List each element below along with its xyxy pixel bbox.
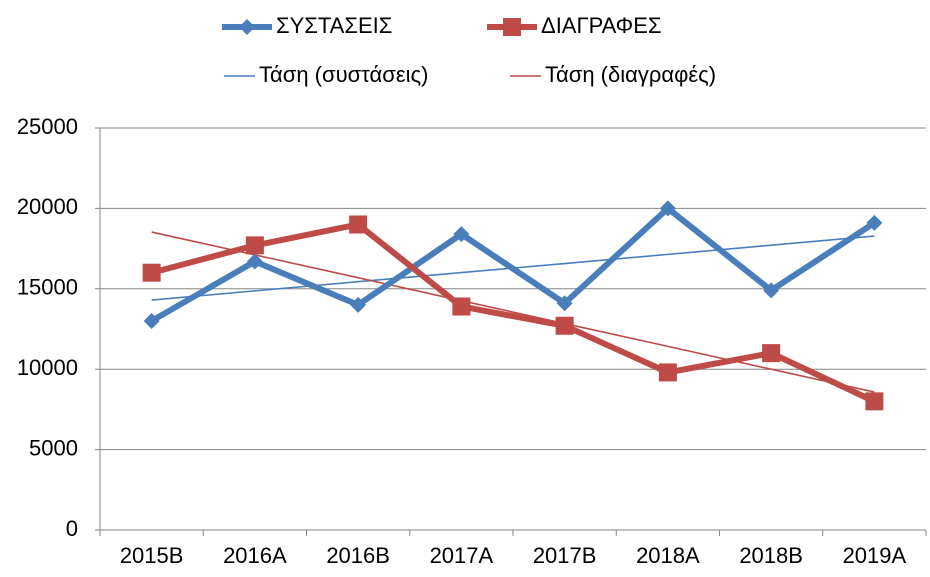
marker: [349, 215, 368, 234]
x-tick-label: 2016B: [326, 543, 390, 568]
x-tick-label: 2017B: [533, 543, 597, 568]
series-line: [150, 221, 876, 405]
y-tick-label: 25000: [17, 114, 78, 139]
y-tick-label: 20000: [17, 194, 78, 219]
legend-label: Τάση (συστάσεις): [259, 62, 428, 87]
marker: [142, 263, 161, 282]
x-tick-label: 2018B: [739, 543, 803, 568]
marker: [556, 295, 573, 312]
marker: [865, 392, 884, 411]
y-tick-label: 10000: [17, 355, 78, 380]
legend-label: Τάση (διαγραφές): [545, 62, 716, 87]
marker: [763, 282, 780, 299]
marker: [350, 296, 367, 313]
marker: [143, 312, 160, 329]
marker: [453, 226, 470, 243]
x-tick-label: 2017A: [430, 543, 494, 568]
x-tick-label: 2019A: [843, 543, 907, 568]
series-line: [150, 205, 877, 324]
marker: [762, 344, 781, 363]
marker: [658, 363, 677, 382]
x-tick-label: 2016A: [223, 543, 287, 568]
y-tick-label: 0: [66, 516, 78, 541]
y-tick-label: 15000: [17, 275, 78, 300]
marker: [555, 316, 574, 335]
trend-line: [151, 231, 875, 393]
marker: [866, 214, 883, 231]
legend-label: ΔΙΑΓΡΑΦΕΣ: [541, 13, 662, 38]
y-tick-label: 5000: [29, 435, 78, 460]
legend-label: ΣΥΣΤΑΣΕΙΣ: [276, 13, 392, 38]
x-tick-label: 2018A: [636, 543, 700, 568]
marker: [246, 253, 263, 270]
marker: [452, 297, 471, 316]
legend-marker: [503, 18, 521, 36]
x-tick-label: 2015B: [120, 543, 184, 568]
marker: [245, 236, 264, 255]
marker: [659, 200, 676, 217]
legend-marker: [239, 19, 255, 35]
